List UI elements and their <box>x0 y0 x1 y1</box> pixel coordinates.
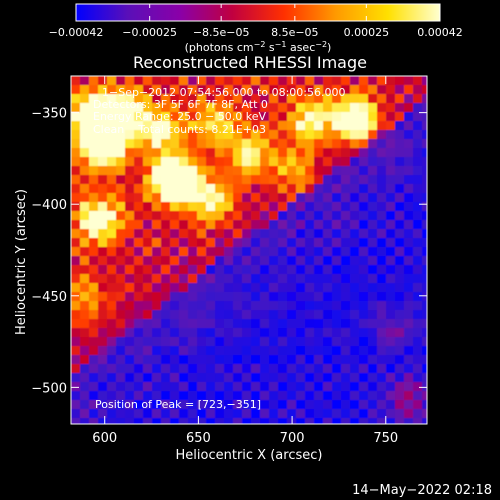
plot-frame <box>70 75 428 425</box>
colorbar-units: (photons cm−2 s−1 asec−2) <box>185 40 332 54</box>
annotation-clean: Clean Total counts: 8.21E+03 <box>93 123 266 136</box>
x-tick-label: 600 <box>92 431 117 446</box>
colorbar: −0.00042 −0.00025 −8.5e−05 8.5e−05 0.00025 0.… <box>49 3 463 54</box>
colorbar-tick-label: 0.00025 <box>344 26 390 39</box>
x-axis-ticks: 600 650 700 750 <box>92 76 398 446</box>
x-tick-label: 650 <box>186 431 211 446</box>
y-tick-label: −450 <box>31 290 67 305</box>
chart-title: Reconstructed RHESSI Image <box>133 53 367 72</box>
y-tick-label: −350 <box>31 107 67 122</box>
footer-date: 14−May−2022 02:18 <box>352 483 492 498</box>
annotations: 1−Sep−2012 07:54:56.000 to 08:00:56.000 … <box>93 86 345 411</box>
colorbar-tick-label: −0.00042 <box>49 26 104 39</box>
heatmap <box>71 76 427 424</box>
colorbar-tick-label: −8.5e−05 <box>193 26 250 39</box>
y-axis-label: Heliocentric Y (arcsec) <box>14 189 29 335</box>
y-tick-label: −500 <box>31 381 67 396</box>
y-tick-label: −400 <box>31 198 67 213</box>
x-tick-label: 750 <box>373 431 398 446</box>
colorbar-tick-label: 0.00042 <box>417 26 463 39</box>
x-axis-label: Heliocentric X (arcsec) <box>176 448 323 463</box>
colorbar-tick-label: 8.5e−05 <box>271 26 318 39</box>
colorbar-tick-label: −0.00025 <box>122 26 177 39</box>
y-axis-ticks: −350 −400 −450 −500 <box>31 107 427 396</box>
annotation-time: 1−Sep−2012 07:54:56.000 to 08:00:56.000 <box>102 86 345 99</box>
annotation-detectors: Detectors: 3F 5F 6F 7F 8F, Att 0 <box>93 98 268 111</box>
colorbar-ticks: −0.00042 −0.00025 −8.5e−05 8.5e−05 0.00025 0.… <box>49 4 463 39</box>
peak-label: Position of Peak = [723,−351] <box>95 398 261 411</box>
annotation-energy: Energy Range: 25.0 − 50.0 keV <box>93 110 267 123</box>
x-tick-label: 700 <box>280 431 305 446</box>
colorbar-bar <box>75 3 441 22</box>
